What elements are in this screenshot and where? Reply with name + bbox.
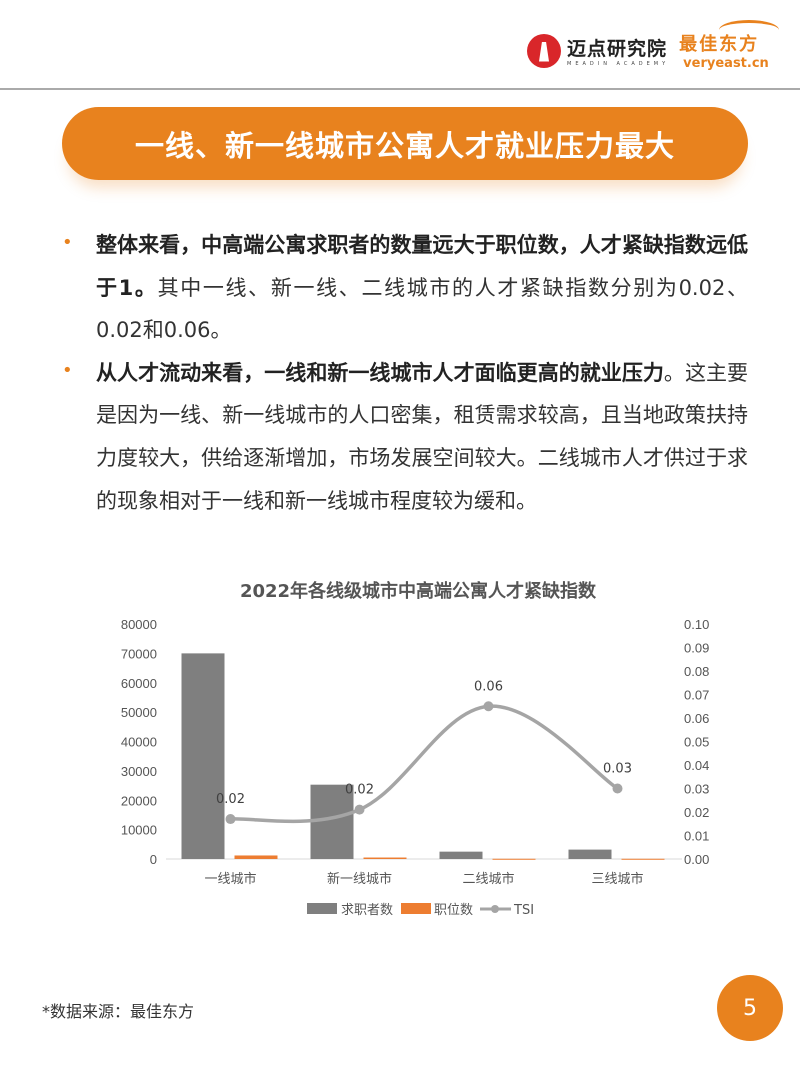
bar-求职者数 <box>181 653 225 859</box>
bullet-item: • 从人才流动来看，一线和新一线城市人才面临更高的就业压力。这主要是因为一线、新一… <box>62 352 752 522</box>
left-tick-label: 30000 <box>121 764 157 779</box>
right-tick-label: 0.02 <box>684 805 709 820</box>
bar-求职者数 <box>568 849 612 859</box>
right-tick-label: 0.06 <box>684 711 709 726</box>
legend-label: 求职者数 <box>341 903 393 918</box>
category-label: 新一线城市 <box>327 871 392 887</box>
logos: 迈点研究院 MEADIN ACADEMY 最佳东方 veryeast.cn <box>527 20 779 71</box>
tsi-point <box>225 814 236 825</box>
left-tick-label: 10000 <box>121 823 157 838</box>
bullet-text: 。这主要是因为一线、新一线城市的人口密集，租赁需求较高，且当地政策扶持力度较大，… <box>96 360 749 513</box>
category-label: 一线城市 <box>204 871 256 887</box>
left-tick-label: 70000 <box>121 646 157 661</box>
right-tick-label: 0.03 <box>684 782 709 797</box>
bar-求职者数 <box>439 851 483 859</box>
left-tick-label: 60000 <box>121 676 157 691</box>
bar-职位数 <box>363 857 407 859</box>
bullet-dot-icon: • <box>62 232 73 253</box>
page-number: 5 <box>717 975 783 1041</box>
bar-职位数 <box>621 858 665 860</box>
left-tick-label: 80000 <box>121 617 157 632</box>
page-title: 一线、新一线城市公寓人才就业压力最大 <box>134 128 675 163</box>
tsi-data-label: 0.02 <box>216 792 245 807</box>
right-tick-label: 0.05 <box>684 735 709 750</box>
tsi-point <box>612 783 623 794</box>
category-label: 二线城市 <box>462 871 514 887</box>
swoosh-icon <box>718 20 779 40</box>
bullet-bold: 整体来看，中高端公寓求职者的数量远大于职位数，人才紧缺指数远低于1。 <box>96 233 748 300</box>
lighthouse-logo-icon <box>527 33 561 68</box>
tsi-data-label: 0.06 <box>474 679 503 694</box>
tsi-point <box>354 804 365 815</box>
right-tick-label: 0.09 <box>684 641 709 656</box>
chart: 0 10000 20000 30000 40000 50000 60000 70000 8000… <box>121 617 709 918</box>
legend-marker <box>491 905 499 913</box>
tsi-line <box>230 704 619 824</box>
right-tick-label: 0.01 <box>684 829 709 844</box>
right-tick-label: 0.10 <box>684 617 709 632</box>
tsi-data-label: 0.03 <box>603 762 632 777</box>
right-tick-label: 0.00 <box>684 852 709 867</box>
logo1-en: MEADIN ACADEMY <box>567 61 670 67</box>
header-divider <box>0 88 800 90</box>
bar-职位数 <box>492 858 536 860</box>
chart-title: 2022年各线级城市中高端公寓人才紧缺指数 <box>239 581 597 602</box>
legend-swatch <box>307 903 337 914</box>
right-tick-label: 0.07 <box>684 688 709 703</box>
title-banner: 一线、新一线城市公寓人才就业压力最大 <box>62 107 748 180</box>
left-tick-label: 40000 <box>121 735 157 750</box>
bullet-text: 其中一线、新一线、二线城市的人才紧缺指数分别为0.02、0.02和0.06。 <box>96 275 748 343</box>
legend-label: TSI <box>513 903 534 918</box>
bullet-bold: 从人才流动来看，一线和新一线城市人才面临更高的就业压力 <box>96 360 664 385</box>
bullet-list: • 整体来看，中高端公寓求职者的数量远大于职位数，人才紧缺指数远低于1。其中一线、… <box>62 224 752 522</box>
legend-swatch <box>401 903 431 914</box>
tsi-point <box>483 701 494 712</box>
bullet-item: • 整体来看，中高端公寓求职者的数量远大于职位数，人才紧缺指数远低于1。其中一线、… <box>62 224 752 352</box>
right-tick-label: 0.08 <box>684 664 709 679</box>
right-tick-label: 0.04 <box>684 758 709 773</box>
data-source: *数据来源：最佳东方 <box>42 1002 195 1021</box>
category-label: 三线城市 <box>591 871 643 887</box>
bullet-dot-icon: • <box>62 359 73 381</box>
left-tick-label: 0 <box>150 852 157 867</box>
logo1-cn: 迈点研究院 <box>567 38 668 60</box>
left-tick-label: 20000 <box>121 793 157 808</box>
legend-label: 职位数 <box>434 903 473 918</box>
left-tick-label: 50000 <box>121 705 157 720</box>
tsi-data-label: 0.02 <box>345 783 374 798</box>
bar-职位数 <box>234 855 278 859</box>
logo2-en: veryeast.cn <box>683 56 769 71</box>
